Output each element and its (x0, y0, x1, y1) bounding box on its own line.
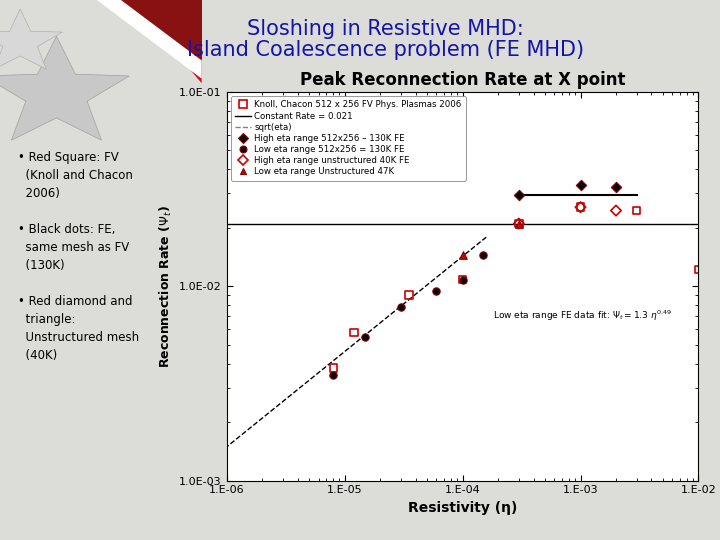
Point (431, 286, 442, 295)
Point (395, 303, 407, 312)
Point (477, 251, 489, 259)
Text: • Red Square: FV
  (Knoll and Chacon
  2006)

• Black dots: FE,
  same mesh as F: • Red Square: FV (Knoll and Chacon 2006)… (18, 151, 139, 362)
Point (403, 291, 415, 299)
Text: Island Coalescence problem (FE MHD): Island Coalescence problem (FE MHD) (186, 40, 584, 60)
Polygon shape (0, 9, 63, 69)
Title: Peak Reconnection Rate at X point: Peak Reconnection Rate at X point (300, 71, 626, 89)
Text: Low eta range FE data fit: $\Psi_t = 1.3\ \eta^{0.49}$: Low eta range FE data fit: $\Psi_t = 1.3… (492, 308, 672, 323)
Legend: Knoll, Chacon 512 x 256 FV Phys. Plasmas 2006, Constant Rate = 0.021, sqrt(eta),: Knoll, Chacon 512 x 256 FV Phys. Plasmas… (231, 96, 466, 181)
Point (575, 203, 586, 212)
Point (513, 219, 525, 228)
Point (457, 275, 469, 284)
Point (457, 251, 469, 259)
Text: Sloshing in Resistive MHD:: Sloshing in Resistive MHD: (247, 19, 523, 39)
Point (631, 206, 642, 215)
Point (513, 191, 525, 199)
Y-axis label: Reconnection Rate ($\Psi_t$): Reconnection Rate ($\Psi_t$) (158, 205, 174, 368)
Point (348, 328, 360, 336)
Polygon shape (117, 0, 202, 60)
X-axis label: Resistivity (η): Resistivity (η) (408, 501, 517, 515)
Point (693, 265, 704, 274)
Point (457, 275, 469, 284)
Point (575, 203, 586, 212)
Point (611, 206, 622, 215)
Point (513, 219, 525, 228)
Point (611, 183, 622, 191)
Point (360, 332, 372, 341)
Point (328, 370, 339, 379)
Polygon shape (0, 36, 130, 140)
Point (575, 181, 586, 190)
Point (513, 219, 525, 228)
Polygon shape (96, 0, 202, 79)
Point (328, 363, 339, 372)
Polygon shape (71, 0, 202, 83)
